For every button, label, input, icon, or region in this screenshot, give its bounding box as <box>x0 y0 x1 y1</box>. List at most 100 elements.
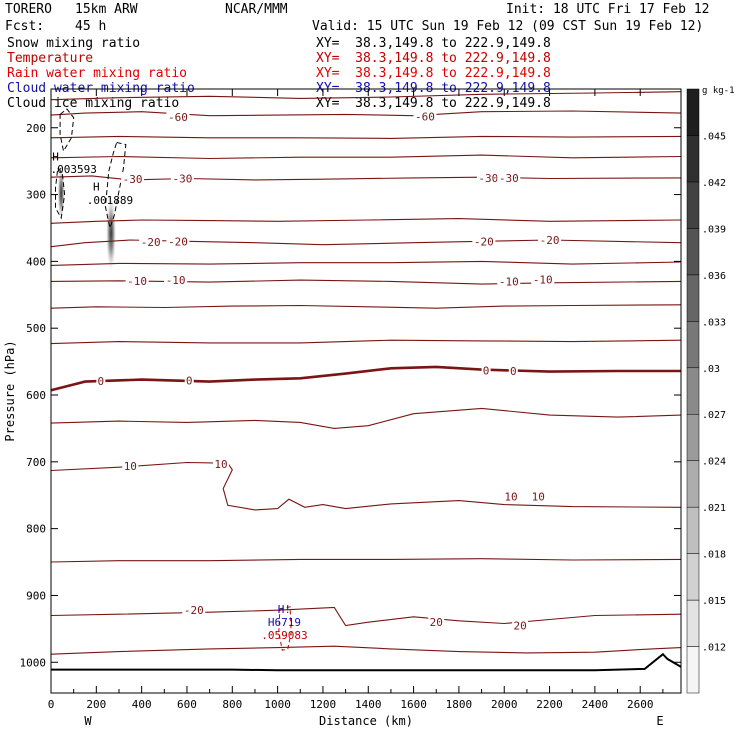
model-resolution: 15km ARW <box>75 2 138 17</box>
y-tick-label: 800 <box>26 523 46 536</box>
colorbar-label: .033 <box>702 317 726 328</box>
field-xy: XY= 38.3,149.8 to 222.9,149.8 <box>316 96 551 111</box>
contour-label: -10 <box>533 273 553 286</box>
y-tick-label: 300 <box>26 189 46 202</box>
y-tick-label: 400 <box>26 255 46 268</box>
colorbar-label: .018 <box>702 550 726 561</box>
colorbar-label: .042 <box>702 178 726 189</box>
temperature-contour <box>50 407 682 429</box>
y-tick-label: 600 <box>26 389 46 402</box>
x-axis-title: Distance (km) <box>319 714 413 728</box>
field-name: Temperature <box>7 51 94 66</box>
x-tick-label: 2600 <box>627 698 654 711</box>
y-tick-label: 1000 <box>20 656 47 669</box>
contour-label: 10 <box>124 460 137 473</box>
extremum-label: H <box>93 181 100 194</box>
contour-label: 20 <box>430 616 443 629</box>
contour-label-bg <box>164 274 188 287</box>
extremum-label: .001889 <box>87 194 133 207</box>
fcst-value: 45 h <box>75 19 107 34</box>
contour-label-bg <box>508 364 518 377</box>
temperature-contour <box>50 135 682 139</box>
x-tick-label: 1000 <box>264 698 291 711</box>
contour-label: -20 <box>474 235 494 248</box>
colorbar-swatch <box>686 181 700 229</box>
colorbar-label: .036 <box>702 271 726 282</box>
field-name: Cloud water mixing ratio <box>7 81 195 96</box>
colorbar-label: .015 <box>702 596 726 607</box>
contour-label-bg <box>96 374 106 387</box>
field-xy: XY= 38.3,149.8 to 222.9,149.8 <box>316 36 551 51</box>
colorbar-swatch <box>686 135 700 183</box>
contour-label-bg <box>413 110 437 123</box>
colorbar-swatch <box>686 599 700 647</box>
contour-label: -30 <box>123 173 143 186</box>
contour-label: 0 <box>98 375 105 388</box>
x-tick-label: 1200 <box>310 698 337 711</box>
temperature-contour <box>50 239 682 248</box>
contour-label-bg <box>497 275 521 288</box>
colorbar-swatch <box>686 553 700 601</box>
contour-label: -20 <box>141 236 161 249</box>
contour-label-bg <box>182 604 206 617</box>
field-name: Cloud ice mixing ratio <box>7 96 180 111</box>
colorbar-label: .039 <box>702 224 726 235</box>
contour-label: 20 <box>513 620 526 633</box>
center-name: NCAR/MMM <box>225 2 288 17</box>
x-tick-label: 200 <box>86 698 106 711</box>
contour-label-bg <box>503 490 520 503</box>
cloud-water-contour <box>278 606 292 651</box>
y-tick-label: 700 <box>26 456 46 469</box>
colorbar-swatch <box>686 413 700 461</box>
contour-label-bg <box>125 274 149 287</box>
contour-label-bg <box>538 234 562 246</box>
contour-label: -20 <box>184 604 204 617</box>
contour-label: 10 <box>532 491 545 504</box>
y-tick-label: 500 <box>26 322 46 335</box>
cloud-ice-contour <box>59 108 75 153</box>
west-endpoint-label: W <box>84 714 92 728</box>
colorbar-swatch <box>686 506 700 554</box>
field-name: Rain water mixing ratio <box>7 66 188 81</box>
colorbar-swatch <box>686 274 700 322</box>
colorbar-swatch <box>686 228 700 276</box>
contour-label-bg <box>122 459 139 472</box>
init-time: Init: 18 UTC Fri 17 Feb 12 <box>506 2 710 17</box>
snow-shading <box>106 196 117 271</box>
colorbar-swatch <box>686 88 700 136</box>
extremum-label: H6719 <box>268 616 301 629</box>
contour-label: -10 <box>499 275 519 288</box>
contour-label: -30 <box>478 172 498 185</box>
contour-label: 10 <box>214 458 227 471</box>
contour-label: -30 <box>173 173 193 186</box>
contour-label: 0 <box>483 364 490 377</box>
contour-label-bg <box>121 173 145 186</box>
contour-label: 0 <box>510 365 517 378</box>
temperature-contour <box>50 645 682 655</box>
temperature-contour <box>50 606 682 627</box>
x-tick-label: 600 <box>177 698 197 711</box>
east-endpoint-label: E <box>656 714 663 728</box>
colorbar-swatch <box>686 646 700 694</box>
x-tick-label: 1800 <box>446 698 473 711</box>
colorbar-label: .012 <box>702 643 726 654</box>
contour-label: -60 <box>168 111 188 124</box>
cloud-ice-contour <box>55 167 66 220</box>
extremum-label: .003593 <box>50 163 96 176</box>
colorbar-label: .027 <box>702 410 726 421</box>
x-tick-label: 0 <box>48 698 55 711</box>
x-tick-label: 1400 <box>355 698 382 711</box>
contour-label-bg <box>476 171 500 184</box>
x-tick-label: 400 <box>132 698 152 711</box>
model-name: TORERO <box>5 2 52 17</box>
field-xy: XY= 38.3,149.8 to 222.9,149.8 <box>316 81 551 96</box>
contour-label-bg <box>212 457 229 470</box>
terrain-line <box>51 652 682 672</box>
colorbar-label: .021 <box>702 503 726 514</box>
contour-label-bg <box>139 236 163 249</box>
colorbar-swatch <box>686 321 700 369</box>
valid-time: Valid: 15 UTC Sun 19 Feb 12 (09 CST Sun … <box>312 19 704 34</box>
extremum-label: H <box>52 150 59 163</box>
fcst-label: Fcst: <box>5 19 45 34</box>
temperature-contour <box>50 154 682 160</box>
